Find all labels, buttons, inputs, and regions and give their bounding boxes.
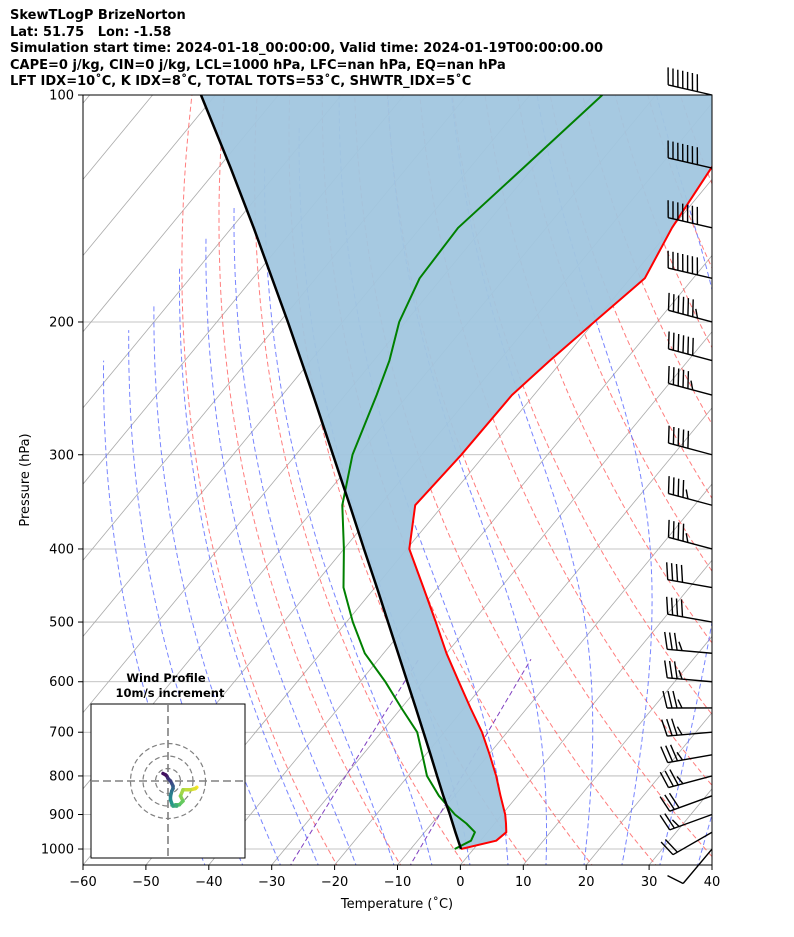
y-tick-label: 700 [49,726,74,741]
wind-barb [666,562,713,589]
x-tick-label: −30 [258,875,285,890]
wind-barb [661,718,713,737]
isotherm-line [585,711,712,865]
isotherm-line [271,331,712,865]
mixing-ratio-line [290,658,420,865]
y-tick-label: 300 [49,448,74,463]
wind-barb [662,690,713,709]
x-tick-label: −20 [321,875,348,890]
isotherm-line [460,559,712,865]
hodograph: Wind Profile 10m/s increment [90,671,246,859]
isotherm-line [397,483,712,865]
moist-adiabat [735,95,794,868]
x-tick-label: 10 [515,875,532,890]
moist-adiabat [153,305,281,865]
isotherm-line [83,95,279,333]
moist-adiabat [233,205,395,865]
wind-barb [667,331,713,362]
x-tick-label: −50 [132,875,159,890]
y-tick-label: 100 [49,89,74,104]
y-tick-label: 600 [49,675,74,690]
hodograph-segment [161,771,168,777]
x-tick-label: 30 [641,875,658,890]
dewpoint-line [341,95,603,850]
moist-adiabat [205,238,357,865]
y-tick-label: 400 [49,542,74,557]
wind-barb [667,519,713,550]
chart-title: SkewTLogP BrizeNorton [10,8,186,23]
cin-shading [201,95,712,849]
wind-barb [659,792,713,812]
x-tick-label: 20 [578,875,595,890]
isotherm-line [208,254,712,865]
wind-barb [667,140,713,169]
isotherm-line [711,864,712,865]
simulation-time: Simulation start time: 2024-01-18_00:00:… [10,41,603,56]
dry-adiabat [549,95,712,500]
x-tick-label: 0 [456,875,464,890]
isotherm-line [83,95,342,409]
y-tick-label: 200 [49,315,74,330]
parcel-profile-line [199,95,463,850]
y-tick-label: 500 [49,616,74,631]
y-axis-label: Pressure (hPa) [18,433,33,526]
isotherm-line [522,635,712,865]
dry-adiabat [778,95,794,868]
stability-params: CAPE=0 j/kg, CIN=0 j/kg, LCL=1000 hPa, L… [10,57,506,73]
dry-adiabat [517,95,712,573]
moist-adiabat [536,95,653,865]
stability-indices: LFT IDX=10˚C, K IDX=8˚C, TOTAL TOTS=53˚C… [10,74,472,89]
x-tick-label: −40 [195,875,222,890]
hodograph-title: Wind Profile [126,671,206,685]
wind-barb [667,365,713,396]
wind-barb [660,744,713,764]
wind-barb [666,596,713,623]
wind-barb [659,769,713,789]
wind-barb [667,67,713,96]
moist-adiabat [179,268,319,865]
wind-barb [667,200,713,229]
moist-adiabat [656,95,712,865]
y-tick-label: 800 [49,769,74,784]
dry-adiabat [451,95,712,716]
wind-barb [667,848,713,885]
isotherm-line [83,95,91,104]
moist-adiabat [697,812,712,865]
x-axis-label: Temperature (˚C) [340,896,453,912]
moist-adiabat [264,168,433,865]
hodograph-subtitle: 10m/s increment [116,686,225,700]
dry-adiabat [745,95,794,868]
y-tick-label: 900 [49,808,74,823]
dry-adiabat [181,95,338,865]
station-location: Lat: 51.75 Lon: -1.58 [10,24,172,40]
wind-barb [660,831,713,856]
wind-barb [667,476,713,506]
wind-barb [659,813,713,831]
wind-barb [664,631,713,654]
dry-adiabat [254,95,466,865]
wind-barb [667,250,713,279]
x-tick-label: −60 [69,875,96,890]
y-tick-label: 1000 [41,843,74,858]
temperature-line [408,165,712,850]
chart-header: SkewTLogP BrizeNorton Lat: 51.75 Lon: -1… [10,8,603,91]
wind-barb [664,660,713,683]
x-tick-label: 40 [704,875,721,890]
isotherm-line [83,95,216,257]
x-tick-label: −10 [384,875,411,890]
dry-adiabat [713,95,794,868]
wind-barb [667,292,713,323]
wind-barb [667,425,713,456]
